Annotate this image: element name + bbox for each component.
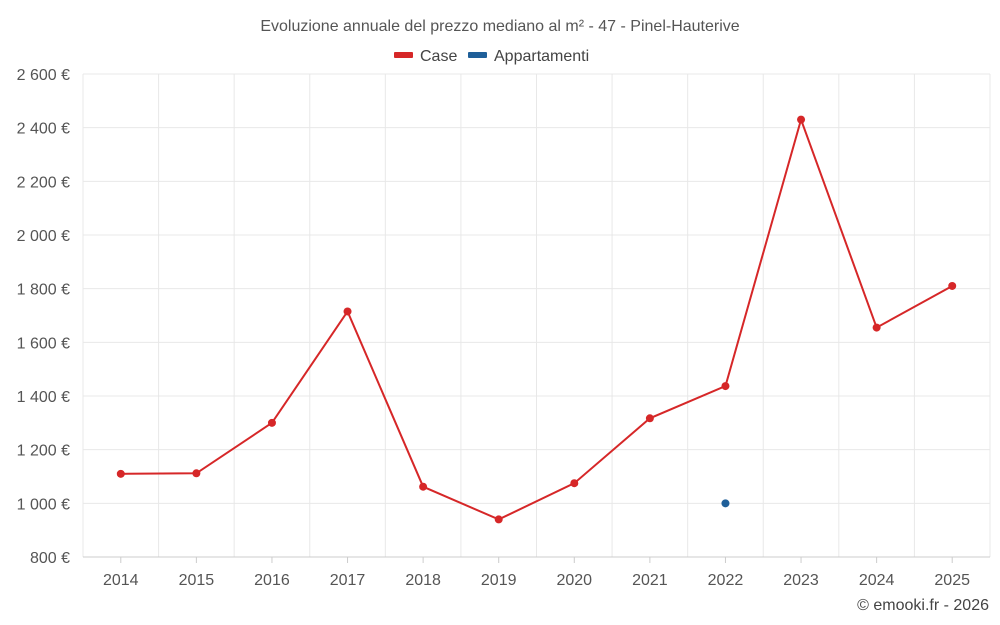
legend-swatch <box>394 52 413 58</box>
x-tick-label: 2021 <box>632 572 668 589</box>
data-point <box>948 281 957 290</box>
chart-title: Evoluzione annuale del prezzo mediano al… <box>260 18 739 35</box>
x-tick-label: 2016 <box>254 572 290 589</box>
data-point <box>721 382 730 391</box>
grid <box>82 73 991 557</box>
y-tick-label: 800 € <box>30 550 70 567</box>
legend-label: Case <box>420 48 457 65</box>
y-tick-label: 1 800 € <box>17 282 70 299</box>
data-point <box>116 469 125 478</box>
x-tick-label: 2015 <box>179 572 215 589</box>
data-point <box>267 418 276 427</box>
y-tick-label: 2 200 € <box>17 174 70 191</box>
x-axis: 2014 2015 2016 2017 2018 2019 2020 2021 2022 2023… <box>83 556 990 589</box>
x-tick-label: 2018 <box>405 572 441 589</box>
x-tick-label: 2014 <box>103 572 139 589</box>
data-point <box>343 307 352 316</box>
data-point <box>645 414 654 423</box>
legend-swatch <box>468 52 487 58</box>
y-axis: 800 € 1 000 € 1 200 € 1 400 € 1 600 € 1 800 €… <box>17 67 70 567</box>
x-tick-label: 2019 <box>481 572 517 589</box>
series-line <box>120 116 953 521</box>
x-tick-label: 2025 <box>934 572 970 589</box>
data-point <box>797 115 806 124</box>
legend-label: Appartamenti <box>494 48 589 65</box>
series-layer <box>116 115 957 524</box>
y-tick-label: 2 600 € <box>17 67 70 84</box>
credit-text: © emooki.fr - 2026 <box>857 597 989 614</box>
y-tick-label: 1 400 € <box>17 389 70 406</box>
legend: Case Appartamenti <box>394 48 589 65</box>
x-tick-label: 2020 <box>556 572 592 589</box>
y-tick-label: 2 000 € <box>17 228 70 245</box>
data-point <box>570 479 579 488</box>
x-tick-label: 2022 <box>708 572 744 589</box>
data-point <box>721 499 730 508</box>
x-tick-label: 2017 <box>330 572 366 589</box>
data-point <box>872 323 881 332</box>
y-tick-label: 2 400 € <box>17 121 70 138</box>
y-tick-label: 1 200 € <box>17 443 70 460</box>
y-tick-label: 1 000 € <box>17 496 70 513</box>
y-tick-label: 1 600 € <box>17 335 70 352</box>
data-point <box>192 469 201 478</box>
data-point <box>419 482 428 491</box>
x-tick-label: 2023 <box>783 572 819 589</box>
data-point <box>494 515 503 524</box>
x-tick-label: 2024 <box>859 572 895 589</box>
